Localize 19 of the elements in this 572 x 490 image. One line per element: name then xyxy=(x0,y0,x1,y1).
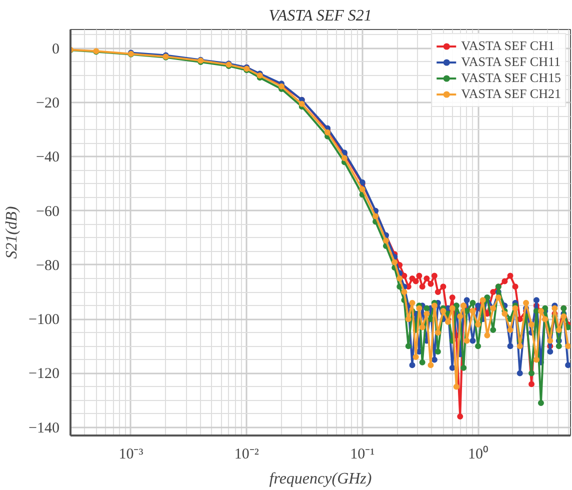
y-tick-label: −60 xyxy=(36,204,60,220)
y-tick-label: −120 xyxy=(28,366,60,382)
y-tick-label: −140 xyxy=(28,420,60,436)
legend-label: VASTA SEF CH15 xyxy=(461,70,561,86)
y-tick-label: −80 xyxy=(36,258,60,274)
x-tick-label: 10⁻³ xyxy=(118,446,144,462)
y-axis-title: S21(dB) xyxy=(4,206,21,259)
y-tick-label: 0 xyxy=(52,41,60,58)
chart-title: VASTA SEF S21 xyxy=(268,8,372,24)
y-tick-label: −40 xyxy=(36,150,60,166)
legend-label: VASTA SEF CH21 xyxy=(461,86,561,102)
x-axis-title: frequency(GHz) xyxy=(269,470,372,488)
y-tick-label: −100 xyxy=(28,312,60,328)
x-tick-label: 10⁻² xyxy=(234,446,260,462)
x-tick-label: 10⁰ xyxy=(468,446,488,462)
y-tick-label: −20 xyxy=(36,96,60,112)
legend-label: VASTA SEF CH11 xyxy=(461,54,561,70)
x-tick-label: 10⁻¹ xyxy=(350,446,375,462)
legend-label: VASTA SEF CH1 xyxy=(461,38,554,54)
